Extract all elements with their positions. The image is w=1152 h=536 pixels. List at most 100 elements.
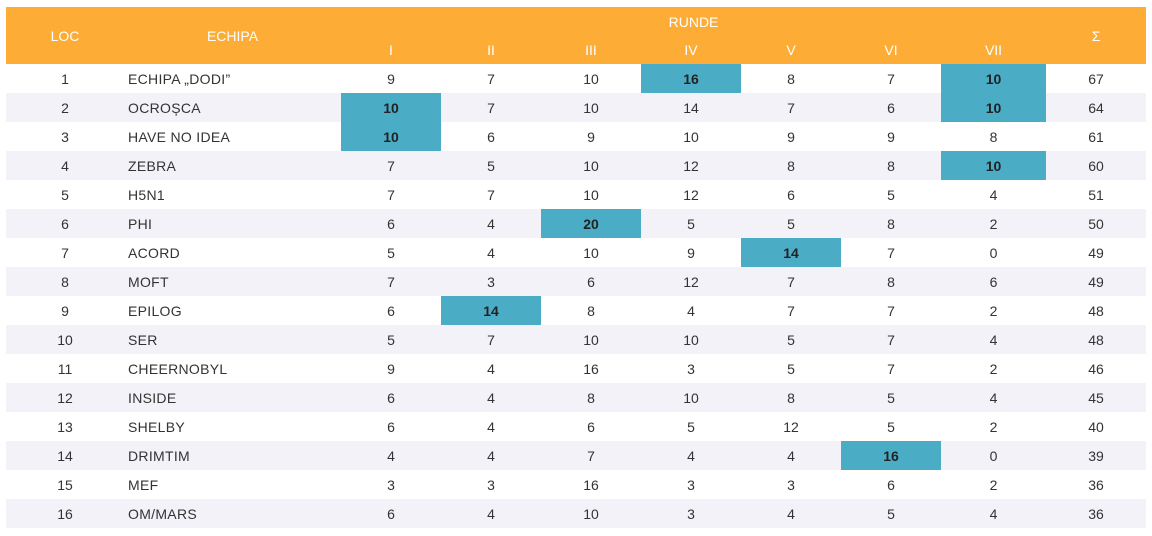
cell-round-3: 6 xyxy=(541,412,641,441)
cell-round-3: 10 xyxy=(541,238,641,267)
cell-round-4: 5 xyxy=(641,412,741,441)
header-round-5: V xyxy=(741,36,841,64)
table-row: 2 OCROȘCA 10 7 10 14 7 6 10 64 xyxy=(6,93,1147,122)
table-row: 10 SER 5 7 10 10 5 7 4 48 xyxy=(6,325,1147,354)
cell-total: 36 xyxy=(1046,470,1147,499)
cell-round-3: 10 xyxy=(541,93,641,122)
cell-team: ACORD xyxy=(124,238,341,267)
cell-round-4: 3 xyxy=(641,470,741,499)
table-row: 11 CHEERNOBYL 9 4 16 3 5 7 2 46 xyxy=(6,354,1147,383)
cell-round-2: 7 xyxy=(441,64,541,93)
cell-round-6: 8 xyxy=(841,151,941,180)
cell-round-6: 8 xyxy=(841,267,941,296)
cell-round-5: 7 xyxy=(741,296,841,325)
cell-round-7: 4 xyxy=(941,383,1047,412)
cell-loc: 8 xyxy=(6,267,124,296)
cell-round-4: 12 xyxy=(641,267,741,296)
cell-total: 61 xyxy=(1046,122,1147,151)
cell-round-6: 7 xyxy=(841,354,941,383)
cell-loc: 9 xyxy=(6,296,124,325)
cell-round-6: 8 xyxy=(841,209,941,238)
cell-loc: 16 xyxy=(6,499,124,528)
cell-round-2: 4 xyxy=(441,238,541,267)
cell-round-2: 4 xyxy=(441,499,541,528)
cell-loc: 3 xyxy=(6,122,124,151)
table-row: 12 INSIDE 6 4 8 10 8 5 4 45 xyxy=(6,383,1147,412)
cell-total: 51 xyxy=(1046,180,1147,209)
table-row: 8 MOFT 7 3 6 12 7 8 6 49 xyxy=(6,267,1147,296)
cell-loc: 2 xyxy=(6,93,124,122)
cell-round-2: 14 xyxy=(441,296,541,325)
cell-round-7: 4 xyxy=(941,180,1047,209)
header-round-4: IV xyxy=(641,36,741,64)
cell-round-4: 12 xyxy=(641,151,741,180)
header-round-7: VII xyxy=(941,36,1047,64)
cell-round-6: 16 xyxy=(841,441,941,470)
table-row: 5 H5N1 7 7 10 12 6 5 4 51 xyxy=(6,180,1147,209)
cell-round-7: 10 xyxy=(941,151,1047,180)
cell-total: 48 xyxy=(1046,325,1147,354)
cell-round-1: 6 xyxy=(341,499,441,528)
cell-round-3: 16 xyxy=(541,354,641,383)
cell-round-7: 2 xyxy=(941,412,1047,441)
cell-round-6: 9 xyxy=(841,122,941,151)
table-row: 15 MEF 3 3 16 3 3 6 2 36 xyxy=(6,470,1147,499)
cell-round-4: 10 xyxy=(641,325,741,354)
cell-round-2: 5 xyxy=(441,151,541,180)
cell-round-2: 6 xyxy=(441,122,541,151)
header-loc: LOC xyxy=(6,7,124,64)
cell-round-5: 4 xyxy=(741,499,841,528)
cell-round-7: 6 xyxy=(941,267,1047,296)
cell-round-1: 10 xyxy=(341,93,441,122)
table-row: 4 ZEBRA 7 5 10 12 8 8 10 60 xyxy=(6,151,1147,180)
header-sum: Σ xyxy=(1046,7,1147,64)
cell-loc: 12 xyxy=(6,383,124,412)
cell-total: 48 xyxy=(1046,296,1147,325)
cell-round-3: 8 xyxy=(541,296,641,325)
table-row: 6 PHI 6 4 20 5 5 8 2 50 xyxy=(6,209,1147,238)
cell-round-6: 7 xyxy=(841,325,941,354)
cell-round-3: 10 xyxy=(541,151,641,180)
cell-round-2: 7 xyxy=(441,325,541,354)
cell-team: CHEERNOBYL xyxy=(124,354,341,383)
cell-round-1: 3 xyxy=(341,470,441,499)
table-body: 1 ECHIPA „DODI” 9 7 10 16 8 7 10 67 2 OCROȘCA 10 7 10 1… xyxy=(6,64,1147,528)
table-row: 16 OM/MARS 6 4 10 3 4 5 4 36 xyxy=(6,499,1147,528)
cell-round-5: 8 xyxy=(741,64,841,93)
cell-round-2: 3 xyxy=(441,470,541,499)
cell-round-4: 14 xyxy=(641,93,741,122)
cell-total: 49 xyxy=(1046,267,1147,296)
cell-round-5: 3 xyxy=(741,470,841,499)
cell-round-6: 6 xyxy=(841,470,941,499)
cell-round-3: 7 xyxy=(541,441,641,470)
cell-round-7: 8 xyxy=(941,122,1047,151)
cell-round-4: 3 xyxy=(641,499,741,528)
cell-team: SHELBY xyxy=(124,412,341,441)
cell-round-3: 20 xyxy=(541,209,641,238)
table-row: 1 ECHIPA „DODI” 9 7 10 16 8 7 10 67 xyxy=(6,64,1147,93)
cell-loc: 10 xyxy=(6,325,124,354)
cell-round-3: 10 xyxy=(541,64,641,93)
cell-round-5: 8 xyxy=(741,383,841,412)
cell-round-3: 10 xyxy=(541,180,641,209)
cell-loc: 11 xyxy=(6,354,124,383)
cell-total: 39 xyxy=(1046,441,1147,470)
cell-round-6: 7 xyxy=(841,64,941,93)
cell-round-1: 10 xyxy=(341,122,441,151)
cell-round-6: 5 xyxy=(841,412,941,441)
cell-round-7: 2 xyxy=(941,354,1047,383)
cell-team: HAVE NO IDEA xyxy=(124,122,341,151)
table-row: 7 ACORD 5 4 10 9 14 7 0 49 xyxy=(6,238,1147,267)
table-row: 3 HAVE NO IDEA 10 6 9 10 9 9 8 61 xyxy=(6,122,1147,151)
cell-team: PHI xyxy=(124,209,341,238)
cell-round-2: 4 xyxy=(441,383,541,412)
header-round-2: II xyxy=(441,36,541,64)
cell-round-1: 7 xyxy=(341,151,441,180)
cell-loc: 13 xyxy=(6,412,124,441)
cell-round-3: 16 xyxy=(541,470,641,499)
cell-team: OM/MARS xyxy=(124,499,341,528)
cell-round-1: 5 xyxy=(341,238,441,267)
cell-loc: 15 xyxy=(6,470,124,499)
cell-total: 36 xyxy=(1046,499,1147,528)
cell-round-4: 10 xyxy=(641,122,741,151)
